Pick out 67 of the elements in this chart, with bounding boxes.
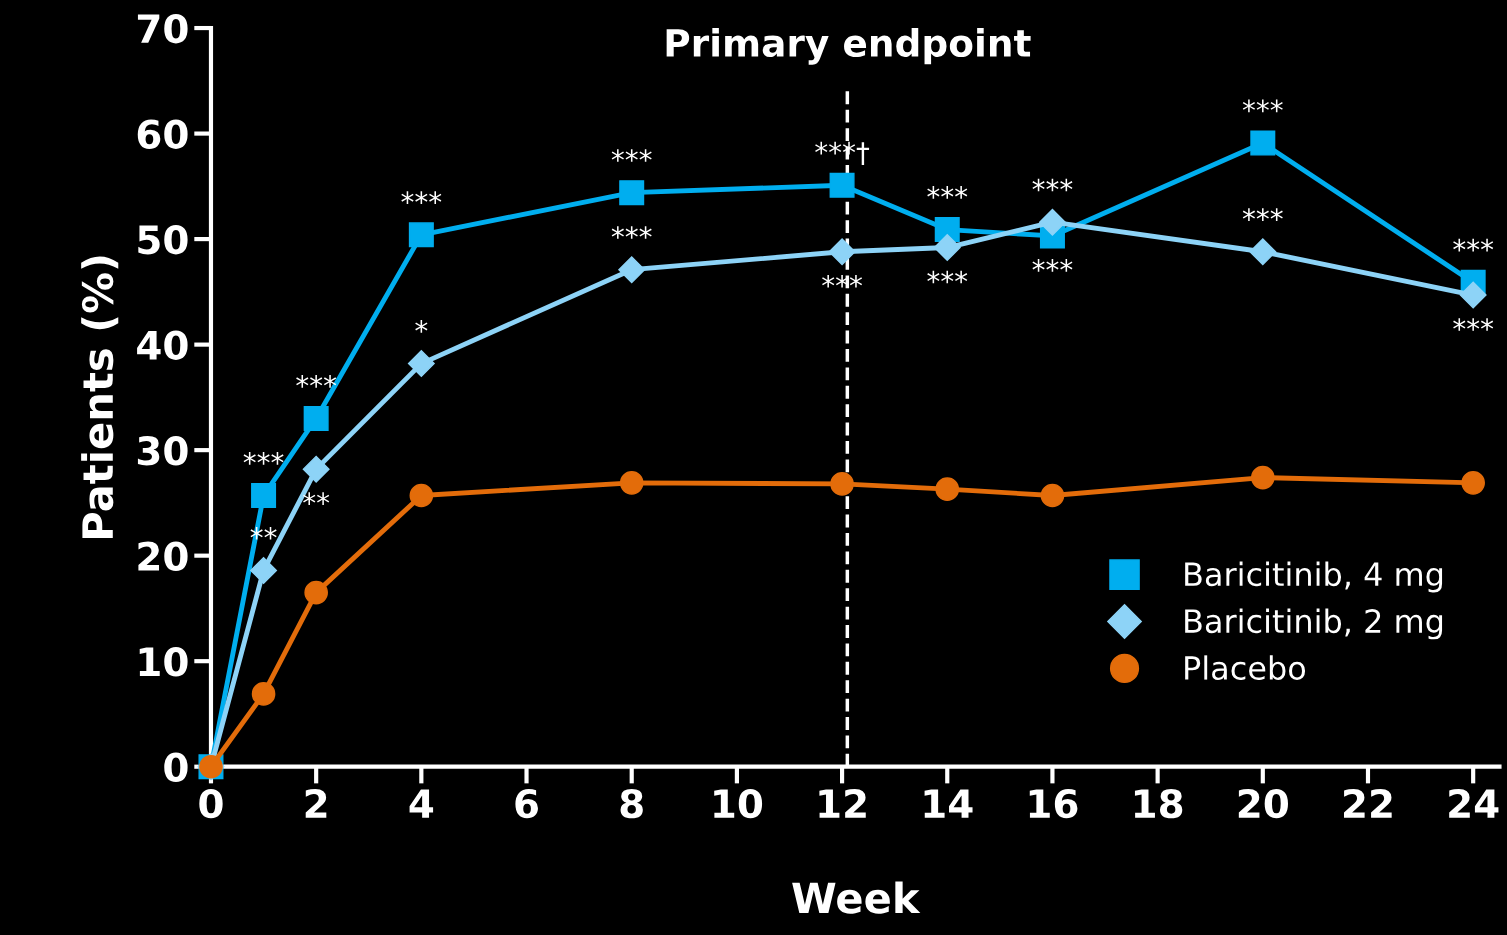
annotation: *** [1453,318,1494,331]
point [1038,208,1066,236]
annotation: *** [1242,208,1283,221]
annotation: *** [1032,178,1073,192]
y-tick-label: 70 [137,13,188,44]
legend-label: Placebo [1185,655,1306,681]
legend-label: Baricitinib, 2 mg [1185,608,1443,640]
y-tick-label: 10 [139,647,188,677]
point [934,217,960,243]
y-tick-label: 50 [138,225,188,255]
annotation: *** [1453,238,1494,252]
point [251,682,276,706]
point [829,172,855,198]
point [409,483,434,508]
x-tick-label: 16 [1029,788,1078,819]
y-axis-title: Patients (%) [81,256,119,538]
annotation: *** [296,374,337,388]
point [1040,483,1065,508]
point [1249,238,1277,266]
x-tick-label: 4 [409,789,434,818]
annotation: *** [927,270,968,284]
annotation: *** [611,149,652,162]
point [1459,281,1487,309]
x-tick-label: 12 [819,788,866,818]
point [1461,471,1485,495]
point [618,256,646,284]
annotation: ** [303,492,330,505]
annotation: * [415,320,428,333]
annotation: *** [1032,259,1073,272]
x-tick-label: 24 [1449,788,1499,818]
annotation: *** [1242,99,1283,113]
x-tick-label: 8 [620,788,643,819]
x-tick-label: 10 [714,788,763,819]
y-tick-label: 20 [138,541,188,571]
point [1250,465,1275,490]
point [619,180,645,206]
legend-label: Baricitinib, 4 mg [1185,561,1443,593]
point [933,234,961,261]
y-tick-label: 60 [137,119,188,149]
annotation: *** [611,226,652,239]
y-tick-label: 40 [137,330,188,360]
x-axis-title: Week [792,881,921,914]
y-tick-label: 30 [137,436,188,466]
point [250,556,278,584]
point [304,580,328,605]
point [303,405,329,431]
x-tick-label: 2 [305,788,327,818]
point [830,472,854,496]
point [828,238,856,266]
x-tick-label: 18 [1134,788,1183,819]
point [407,350,435,378]
x-tick-label: 0 [199,788,223,819]
x-tick-label: 14 [924,789,973,818]
y-tick-label: 0 [164,752,188,783]
ref-line-label: Primary endpoint [666,28,1031,65]
annotation: *** [243,452,284,465]
point [302,455,330,483]
x-tick-label: 20 [1238,788,1288,819]
point [408,222,434,248]
point [935,477,960,501]
point [251,483,277,509]
point [1250,130,1276,156]
annotation: *** [927,186,968,199]
x-tick-label: 22 [1344,788,1392,818]
annotation: *** [401,191,442,205]
x-tick-label: 6 [515,788,538,819]
point [619,471,644,495]
